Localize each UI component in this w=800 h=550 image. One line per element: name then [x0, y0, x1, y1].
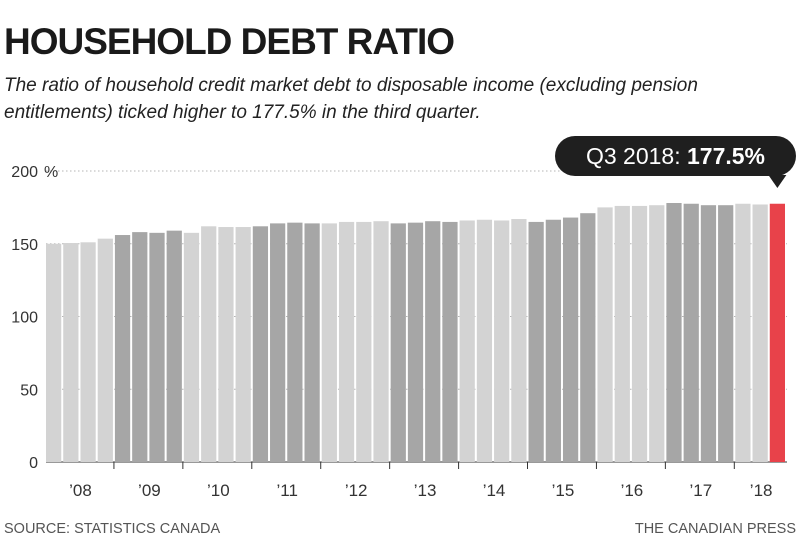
y-tick-label: 100 [11, 310, 38, 327]
x-tick-label: ’12 [345, 481, 368, 500]
callout-label: Q3 2018: [586, 143, 687, 169]
bar [114, 235, 131, 462]
x-axis-labels: ’08 ’09 ’10 ’11 ’12 ’13 ’14 ’15 ’16 ’17 ’18 [69, 462, 772, 500]
x-tick-label: ’17 [689, 481, 712, 500]
bar [683, 203, 699, 463]
y-tick-label: 0 [29, 455, 38, 472]
bar [270, 223, 286, 462]
bar [425, 221, 441, 462]
bar [476, 219, 493, 462]
bar [132, 232, 148, 462]
y-axis-labels: 0 50 100 150 200% [11, 164, 58, 472]
bar [373, 221, 389, 462]
highlight-callout: Q3 2018: 177.5% [555, 136, 796, 188]
bar [321, 223, 337, 462]
bar [528, 221, 544, 462]
bar [752, 204, 768, 462]
x-tick-label: ’08 [69, 481, 92, 500]
callout-pointer [768, 175, 787, 188]
bar [252, 226, 269, 462]
chart-title: HOUSEHOLD DEBT RATIO [4, 21, 455, 62]
y-tick-label: 50 [20, 382, 38, 399]
bar [580, 213, 596, 462]
bar [390, 223, 406, 462]
y-unit-label: % [44, 164, 58, 181]
bar [562, 217, 579, 462]
bar [700, 205, 717, 462]
bar [80, 242, 96, 462]
bar [442, 221, 458, 462]
x-tick-label: ’10 [207, 481, 230, 500]
chart-subtitle: The ratio of household credit market deb… [4, 75, 698, 123]
highlight-bar [769, 203, 785, 463]
x-tick-label: ’14 [483, 481, 506, 500]
bar [649, 205, 665, 462]
bar [718, 205, 734, 462]
bar [545, 219, 561, 462]
bar [597, 207, 613, 462]
y-tick-label: 150 [11, 237, 38, 254]
bar [304, 223, 320, 462]
bar [614, 205, 630, 463]
callout-background [555, 136, 796, 176]
bars [46, 203, 785, 463]
bar [494, 220, 510, 462]
x-tick-label: ’09 [138, 481, 161, 500]
x-tick-label: ’11 [277, 481, 298, 500]
bar-chart: 0 50 100 150 200% ’08 ’09 ’10 ’11 ’12 ’13 ’14 ’15 ’1… [11, 136, 796, 500]
bar [218, 227, 234, 462]
bar [166, 230, 182, 462]
bar [63, 243, 79, 462]
bar [735, 203, 751, 463]
source-label: SOURCE: STATISTICS CANADA [4, 521, 221, 537]
x-tick-label: ’13 [414, 481, 437, 500]
bar [46, 243, 62, 462]
callout-bubble: Q3 2018: 177.5% [555, 136, 796, 188]
bar [201, 226, 217, 462]
bar [235, 227, 251, 462]
callout-text: Q3 2018: 177.5% [586, 143, 765, 169]
x-tick-label: ’15 [552, 481, 575, 500]
x-tick-label: ’16 [621, 481, 644, 500]
bar [149, 232, 165, 462]
bar [511, 219, 527, 462]
bar [666, 203, 682, 462]
bar [97, 238, 113, 462]
bar [407, 222, 424, 462]
callout-value: 177.5% [687, 143, 765, 169]
credit-label: THE CANADIAN PRESS [634, 521, 796, 537]
bar [287, 222, 303, 462]
bar [338, 221, 355, 462]
y-tick-label: 200 [11, 164, 38, 181]
bar [631, 205, 648, 463]
bar [356, 221, 372, 462]
bar [459, 220, 475, 462]
x-tick-label: ’18 [750, 481, 773, 500]
bar [183, 232, 200, 462]
